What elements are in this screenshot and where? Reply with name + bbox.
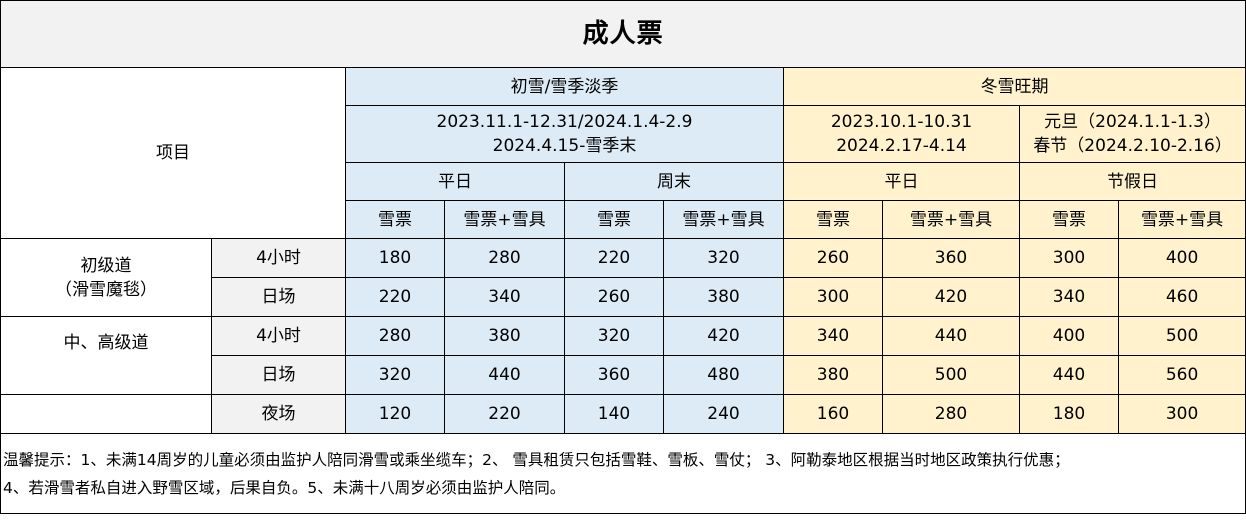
holiday-dates-line2: 春节（2024.2.10-2.16） (1033, 136, 1232, 156)
duration-cell: 日场 (211, 277, 346, 317)
table-row: 夜场 120 220 140 240 160 280 180 300 (0, 394, 1246, 434)
group-sublabel: （滑雪魔毯） (55, 279, 157, 300)
ticket-col-header: 雪票 (345, 200, 445, 239)
price-cell: 400 (1019, 316, 1119, 356)
price-cell: 500 (1117, 316, 1246, 356)
ticket-col-header: 雪票 (1019, 200, 1119, 239)
price-cell: 380 (663, 277, 784, 317)
notes: 温馨提示：1、未满14周岁的儿童必须由监护人陪同滑雪或乘坐缆车；2、 雪具租赁只… (0, 433, 1246, 514)
price-cell: 440 (444, 355, 565, 395)
price-cell: 440 (1019, 355, 1119, 395)
ticket-col-header: 雪票 (783, 200, 883, 239)
holiday-dates: 元旦（2024.1.1-1.3） 春节（2024.2.10-2.16） (1018, 105, 1246, 163)
price-cell: 180 (345, 238, 445, 278)
price-cell: 280 (444, 238, 565, 278)
price-cell: 300 (1019, 238, 1119, 278)
duration-cell: 夜场 (211, 394, 346, 434)
duration-cell: 日场 (211, 355, 346, 395)
peak-holiday-header: 节假日 (1018, 162, 1246, 201)
price-cell: 500 (882, 355, 1020, 395)
price-cell: 360 (564, 355, 664, 395)
peak-season-header: 冬雪旺期 (782, 67, 1246, 106)
price-cell: 320 (345, 355, 445, 395)
price-cell: 180 (1019, 394, 1119, 434)
price-cell: 160 (783, 394, 883, 434)
price-cell: 360 (882, 238, 1020, 278)
low-season-dates-line2: 2024.4.15-雪季末 (492, 136, 637, 156)
ticket-gear-col-header: 雪票+雪具 (663, 200, 784, 239)
peak-season-dates: 2023.10.1-10.31 2024.2.17-4.14 (783, 105, 1020, 163)
note-line-2: 4、若滑雪者私自进入野雪区域，后果自负。5、未满十八周岁必须由监护人陪同。 (3, 478, 566, 497)
group-advanced: 中、高级道 (0, 316, 212, 395)
price-cell: 320 (564, 316, 664, 356)
item-header: 项目 (0, 67, 346, 239)
low-season-header: 初雪/雪季淡季 (345, 67, 784, 106)
price-cell: 320 (663, 238, 784, 278)
price-cell: 260 (564, 277, 664, 317)
table-title: 成人票 (0, 0, 1246, 68)
price-cell: 280 (345, 316, 445, 356)
group-night (0, 394, 212, 434)
price-cell: 220 (444, 394, 565, 434)
low-weekend-header: 周末 (564, 162, 784, 201)
price-cell: 280 (882, 394, 1020, 434)
price-cell: 380 (783, 355, 883, 395)
table-row: 日场 220 340 260 380 300 420 340 460 (1, 277, 1246, 317)
table-row: 初级道 （滑雪魔毯） 4小时 180 280 220 320 260 360 3… (0, 238, 1246, 317)
price-cell: 400 (1117, 238, 1246, 278)
note-line-1: 温馨提示：1、未满14周岁的儿童必须由监护人陪同滑雪或乘坐缆车；2、 雪具租赁只… (3, 450, 1070, 469)
ticket-gear-col-header: 雪票+雪具 (1117, 200, 1246, 239)
price-cell: 240 (663, 394, 784, 434)
peak-season-dates-line2: 2024.2.17-4.14 (836, 136, 967, 156)
price-cell: 440 (882, 316, 1020, 356)
low-season-dates-line1: 2023.11.1-12.31/2024.1.4-2.9 (436, 112, 693, 132)
price-cell: 220 (564, 238, 664, 278)
price-cell: 260 (783, 238, 883, 278)
price-cell: 300 (1117, 394, 1246, 434)
price-cell: 120 (345, 394, 445, 434)
price-cell: 460 (1117, 277, 1246, 317)
price-cell: 480 (663, 355, 784, 395)
adult-ticket-table: 成人票 项目 初雪/雪季淡季 冬雪旺期 2023.11.1-12.31/2024… (0, 0, 1246, 514)
price-cell: 560 (1117, 355, 1246, 395)
price-cell: 300 (783, 277, 883, 317)
duration-cell: 4小时 (211, 238, 346, 278)
low-weekday-header: 平日 (345, 162, 565, 201)
price-cell: 420 (663, 316, 784, 356)
table-row: 日场 320 440 360 480 380 500 440 560 (1, 355, 1246, 395)
price-cell: 340 (1019, 277, 1119, 317)
table-row: 中、高级道 4小时 280 380 320 420 340 440 400 50… (0, 316, 1246, 395)
holiday-dates-line1: 元旦（2024.1.1-1.3） (1044, 112, 1221, 132)
price-cell: 220 (345, 277, 445, 317)
price-cell: 420 (882, 277, 1020, 317)
price-cell: 140 (564, 394, 664, 434)
peak-season-dates-line1: 2023.10.1-10.31 (830, 112, 973, 132)
peak-weekday-header: 平日 (783, 162, 1020, 201)
ticket-col-header: 雪票 (564, 200, 664, 239)
price-cell: 340 (783, 316, 883, 356)
duration-cell: 4小时 (211, 316, 346, 356)
low-season-dates: 2023.11.1-12.31/2024.1.4-2.9 2024.4.15-雪… (345, 105, 784, 163)
ticket-gear-col-header: 雪票+雪具 (882, 200, 1020, 239)
group-beginner: 初级道 （滑雪魔毯） (0, 238, 212, 317)
ticket-gear-col-header: 雪票+雪具 (444, 200, 565, 239)
price-cell: 340 (444, 277, 565, 317)
group-label: 初级道 (80, 255, 132, 276)
price-cell: 380 (444, 316, 565, 356)
